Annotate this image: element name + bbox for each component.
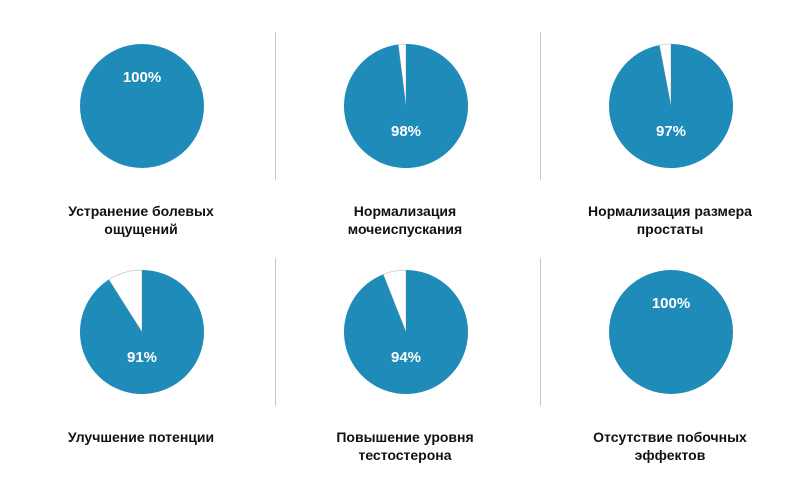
pie-chart-3: 97%: [609, 43, 734, 168]
column-divider: [540, 258, 541, 406]
chart-caption: Нормализация размера простаты: [588, 203, 752, 237]
column-divider: [275, 32, 276, 180]
pie-value-label: 100%: [123, 69, 161, 86]
chart-card-4: 91% Улучшение потенции: [8, 268, 274, 498]
pie-chart-1: 100%: [80, 44, 204, 168]
pie-slice-main: [609, 44, 734, 168]
pie-value-label: 98%: [391, 123, 421, 140]
pie-slice-main: [80, 44, 204, 168]
column-divider: [275, 258, 276, 406]
pie-slice-main: [344, 44, 469, 168]
pie-slices: [344, 43, 469, 168]
chart-caption: Отсутствие побочных эффектов: [593, 429, 747, 463]
chart-caption: Нормализация мочеиспускания: [347, 203, 463, 237]
pie-slices: [343, 269, 468, 394]
chart-card-5: 94% Повышение уровня тестостерона: [272, 268, 538, 498]
chart-card-6: 100% Отсутствие побочных эффектов: [537, 268, 800, 498]
pie-value-label: 100%: [652, 295, 690, 312]
pie-value-label: 94%: [391, 349, 421, 366]
chart-card-1: 100% Устранение болевых ощущений: [8, 42, 274, 272]
pie-slices: [609, 43, 734, 168]
pie-slice-remainder: [397, 43, 407, 107]
chart-card-3: 97% Нормализация размера простаты: [537, 42, 800, 272]
pie-slice-main: [609, 270, 733, 394]
pie-slices: [79, 269, 204, 394]
pie-slice-remainder: [382, 269, 407, 333]
chart-caption: Устранение болевых ощущений: [68, 203, 214, 237]
pie-chart-4: 91%: [79, 269, 204, 394]
pie-slice-remainder: [658, 43, 672, 107]
pie-value-label: 91%: [127, 349, 157, 366]
pie-chart-6: 100%: [609, 270, 733, 394]
chart-caption: Повышение уровня тестостерона: [336, 429, 474, 463]
pie-slices: [80, 44, 204, 168]
chart-caption: Улучшение потенции: [67, 429, 215, 445]
pie-value-label: 97%: [656, 123, 686, 140]
pie-slice-main: [343, 270, 468, 394]
pie-slice-remainder: [108, 269, 143, 334]
pie-slice-main: [79, 270, 204, 394]
pie-slices: [609, 270, 733, 394]
pie-chart-5: 94%: [343, 269, 468, 394]
pie-chart-2: 98%: [344, 43, 469, 168]
chart-card-2: 98% Нормализация мочеиспускания: [272, 42, 538, 272]
column-divider: [540, 32, 541, 180]
